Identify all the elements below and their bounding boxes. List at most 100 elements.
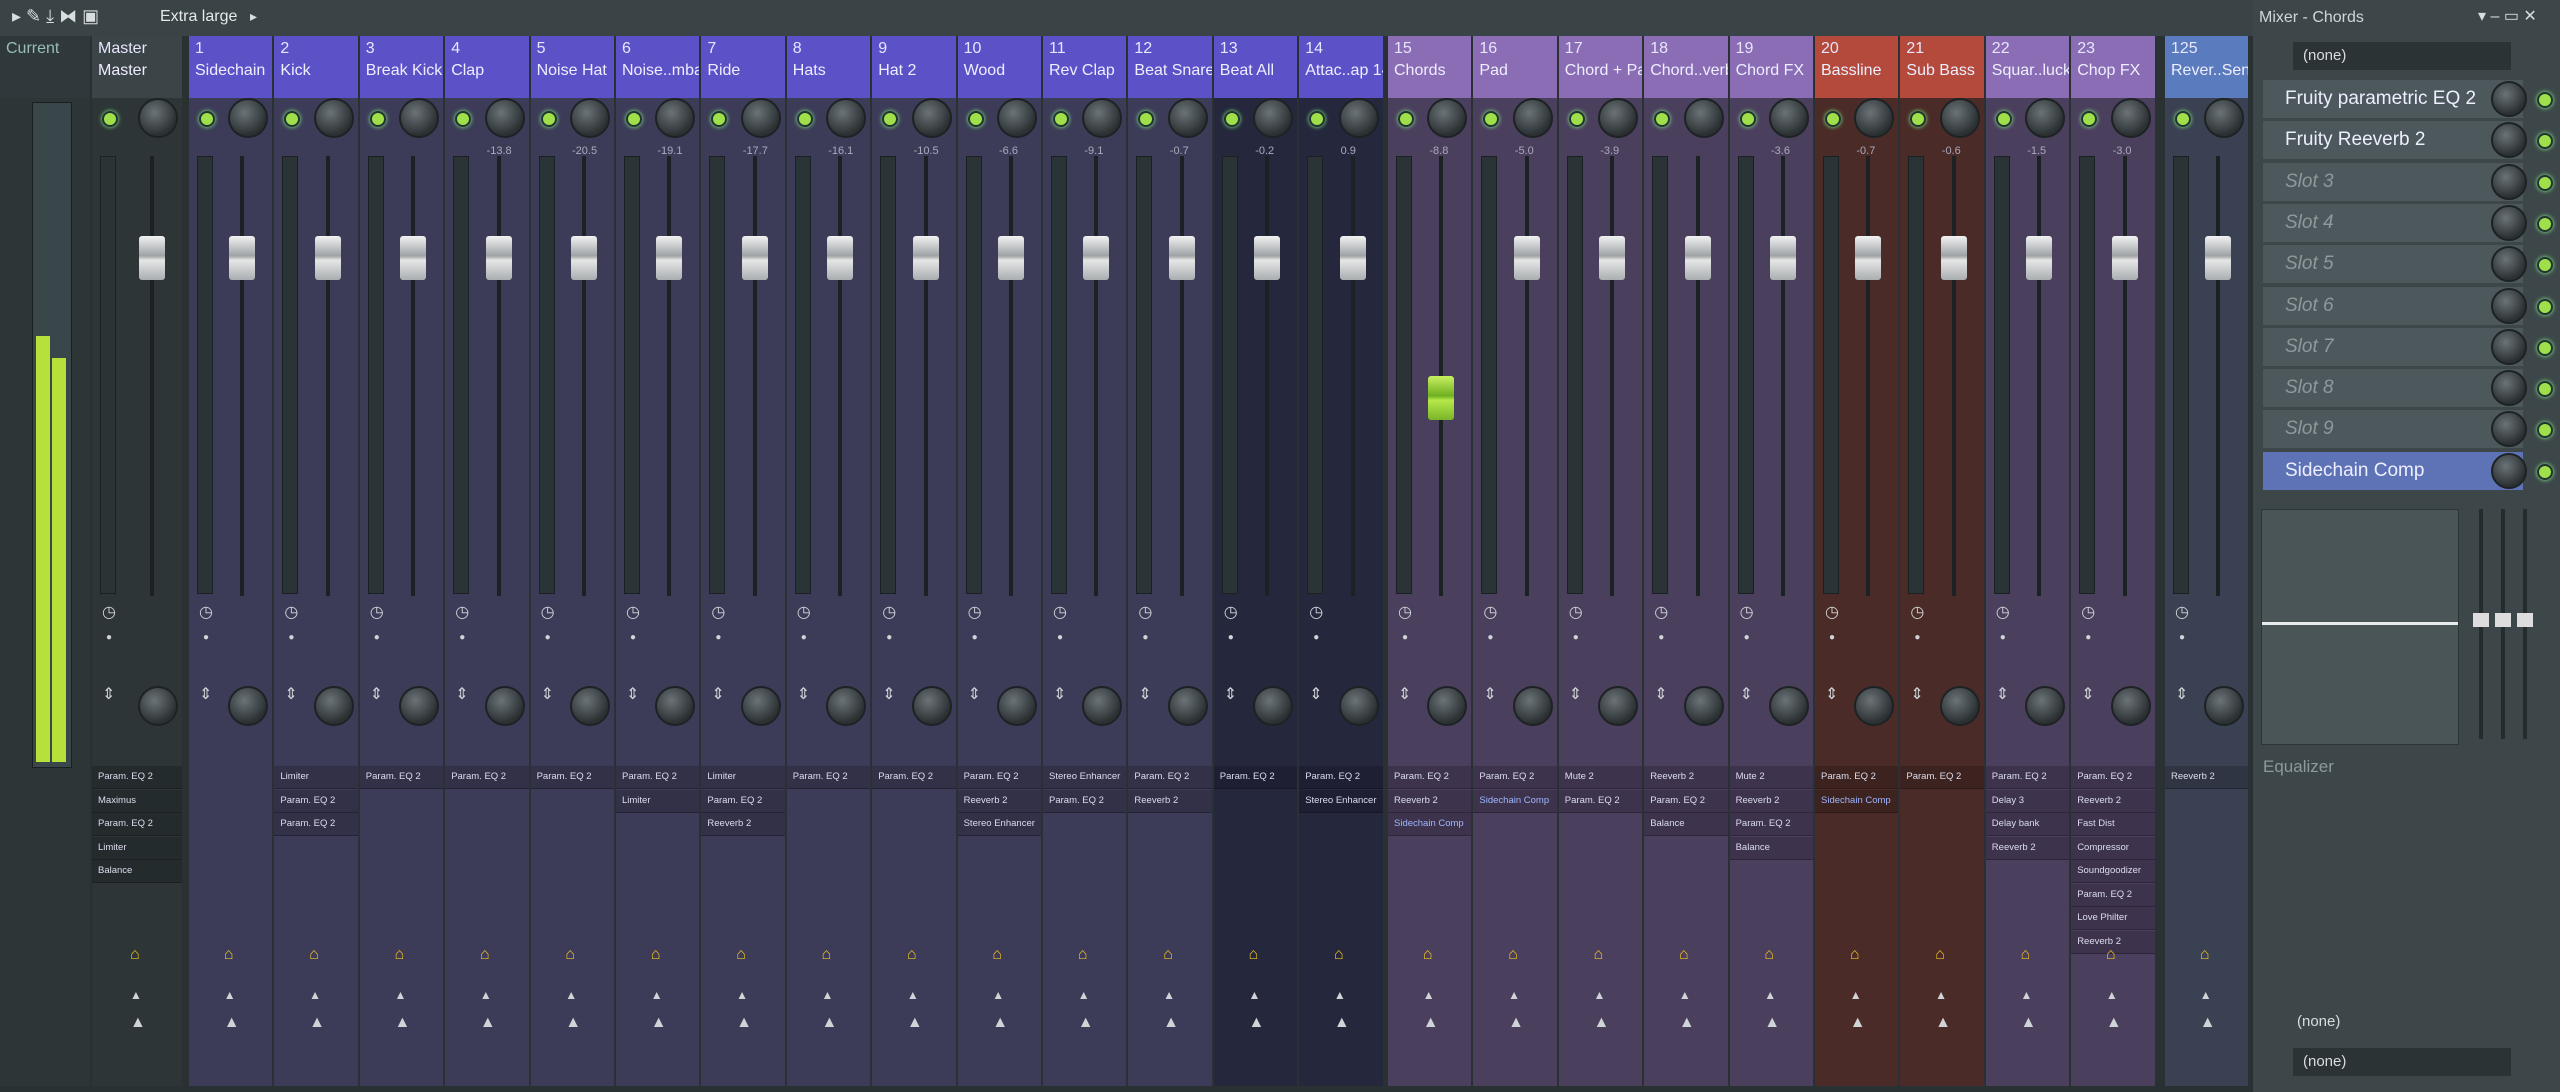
send-icon[interactable]: ⌂ [309, 946, 319, 963]
volume-fader[interactable] [1254, 236, 1281, 280]
route-arrow[interactable]: ▲ [992, 1014, 1009, 1031]
effect-slot[interactable]: Sidechain Comp [1473, 789, 1557, 813]
send-icon[interactable]: ⌂ [1333, 946, 1344, 963]
route-arrow[interactable]: ▲ [394, 1014, 411, 1031]
volume-fader[interactable] [400, 236, 427, 280]
eq-sliders[interactable] [2471, 509, 2541, 743]
send-icon[interactable]: ⌂ [821, 946, 832, 963]
slot-mix-knob[interactable] [2491, 81, 2527, 117]
send-icon[interactable]: ⌂ [130, 946, 140, 963]
slot-mix-knob[interactable] [2491, 287, 2527, 324]
zoom-label[interactable]: Extra large [160, 8, 238, 25]
pan-knob[interactable] [138, 98, 178, 138]
send-icon[interactable]: ⌂ [992, 946, 1002, 963]
mute-led[interactable] [1568, 111, 1585, 127]
clock-icon[interactable]: ◷ [1223, 604, 1238, 621]
effect-slot[interactable]: Reeverb 2 [1985, 836, 2070, 860]
effect-slot[interactable]: Reeverb 2 [1128, 789, 1212, 813]
route-arrow[interactable]: ▲ [2020, 1014, 2037, 1031]
volume-fader[interactable] [997, 236, 1024, 280]
effect-slot[interactable]: Param. EQ 2 [1985, 766, 2070, 789]
effect-slot[interactable]: Limiter [616, 789, 700, 813]
clock-icon[interactable]: ◷ [2175, 604, 2189, 621]
swap-arrows[interactable]: ⇕ [2175, 686, 2189, 703]
mute-led[interactable] [540, 111, 557, 127]
effect-slot[interactable]: Param. EQ 2 [1299, 766, 1383, 789]
slot-mix-knob[interactable] [2491, 370, 2527, 407]
route-arrow[interactable]: ▲ [736, 988, 748, 1002]
mixer-track[interactable]: 9 Hat 2 -10.5 ◷ ● ⇕ Param. EQ 2 ⌂ ▲ ▲ [872, 36, 956, 1086]
route-arrow[interactable]: ▲ [992, 988, 1005, 1002]
send-icon[interactable]: ⌂ [1248, 946, 1259, 963]
mixer-track[interactable]: 7 Ride -17.7 ◷ ● ⇕ Limiter Param. EQ 2 Reeverb 2… [701, 36, 785, 1086]
stereo-knob[interactable] [1338, 686, 1379, 726]
send-icon[interactable]: ⌂ [1678, 946, 1689, 963]
stereo-knob[interactable] [313, 686, 354, 726]
route-arrow[interactable]: ▲ [1422, 988, 1435, 1002]
route-arrow[interactable]: ▲ [1077, 1014, 1094, 1031]
swap-arrows[interactable]: ⇕ [1910, 686, 1924, 703]
route-arrow[interactable]: ▲ [650, 988, 663, 1002]
mixer-track[interactable]: 4 Clap -13.8 ◷ ● ⇕ Param. EQ 2 ⌂ ▲ ▲ [445, 36, 529, 1086]
eq-graph[interactable] [2261, 509, 2459, 745]
slot-led[interactable] [2537, 422, 2553, 439]
pan-knob[interactable] [826, 98, 867, 138]
mixer-track[interactable]: 12 Beat Snare -0.7 ◷ ● ⇕ Param. EQ 2 Reeverb 2 ⌂… [1128, 36, 1212, 1086]
swap-arrows[interactable]: ⇕ [882, 686, 896, 703]
mute-led[interactable] [796, 111, 813, 127]
mixer-track[interactable]: 11 Rev Clap -9.1 ◷ ● ⇕ Stereo Enhancer Param. E… [1043, 36, 1127, 1086]
clock-icon[interactable]: ◷ [1398, 604, 1412, 621]
effect-slot[interactable]: Fast Dist [2071, 813, 2155, 836]
clock-icon[interactable]: ◷ [1483, 604, 1498, 621]
slot-mix-knob[interactable] [2491, 204, 2527, 241]
volume-fader[interactable] [1168, 236, 1195, 280]
mixer-slot[interactable]: Sidechain Comp [2263, 451, 2523, 490]
clock-icon[interactable]: ◷ [1568, 604, 1583, 621]
mixer-slot[interactable]: Fruity Reeverb 2 [2263, 121, 2523, 160]
swap-arrows[interactable]: ⇕ [711, 686, 725, 703]
clock-icon[interactable]: ◷ [284, 604, 299, 621]
effect-slot[interactable]: Param. EQ 2 [274, 813, 358, 836]
mute-led[interactable] [455, 111, 472, 127]
effect-slot[interactable]: Param. EQ 2 [1729, 813, 1813, 836]
pan-knob[interactable] [1427, 98, 1468, 138]
effect-slot[interactable]: Param. EQ 2 [2071, 883, 2155, 907]
stereo-knob[interactable] [1598, 686, 1639, 726]
effect-slot[interactable]: Soundgoodizer [2071, 860, 2155, 883]
volume-fader[interactable] [1855, 236, 1882, 280]
route-arrow[interactable]: ▲ [565, 1014, 582, 1031]
effect-slot[interactable]: Param. EQ 2 [872, 766, 956, 789]
stereo-knob[interactable] [1512, 686, 1553, 726]
mixer-slot[interactable]: Slot 7 [2263, 327, 2523, 366]
effect-slot[interactable]: Limiter [701, 766, 785, 789]
route-arrow[interactable]: ▲ [736, 1014, 752, 1031]
mixer-track[interactable]: 21 Sub Bass -0.6 ◷ ● ⇕ Param. EQ 2 ⌂ ▲ ▲ [1900, 36, 1984, 1086]
slot-mix-knob[interactable] [2491, 452, 2527, 489]
volume-fader[interactable] [2026, 236, 2053, 280]
clock-icon[interactable]: ◷ [1654, 604, 1669, 621]
send-icon[interactable]: ⌂ [1593, 946, 1604, 963]
route-arrow[interactable]: ▲ [2105, 1014, 2122, 1031]
pan-knob[interactable] [569, 98, 610, 138]
mute-led[interactable] [102, 111, 118, 127]
pan-knob[interactable] [655, 98, 696, 138]
effect-slot[interactable]: Mute 2 [1729, 766, 1813, 789]
send-icon[interactable]: ⌂ [1764, 946, 1774, 963]
mute-led[interactable] [199, 111, 215, 127]
effect-slot[interactable]: Param. EQ 2 [1043, 789, 1127, 813]
slot-led[interactable] [2537, 298, 2553, 315]
route-arrow[interactable]: ▲ [1935, 988, 1947, 1002]
effect-slot[interactable]: Compressor [2071, 836, 2155, 860]
effect-slot[interactable]: Param. EQ 2 [786, 766, 871, 789]
swap-arrows[interactable]: ⇕ [967, 686, 981, 703]
pan-knob[interactable] [1338, 98, 1379, 138]
swap-arrows[interactable]: ⇕ [199, 686, 213, 703]
volume-fader[interactable] [570, 236, 597, 280]
effect-slot[interactable]: Param. EQ 2 [92, 766, 182, 789]
mute-led[interactable] [284, 111, 301, 127]
route-arrow[interactable]: ▲ [1678, 1014, 1695, 1031]
slot-led[interactable] [2537, 174, 2553, 191]
clock-icon[interactable]: ◷ [1995, 604, 2010, 621]
route-arrow[interactable]: ▲ [1764, 1014, 1781, 1031]
effect-slot[interactable]: Balance [92, 860, 182, 883]
